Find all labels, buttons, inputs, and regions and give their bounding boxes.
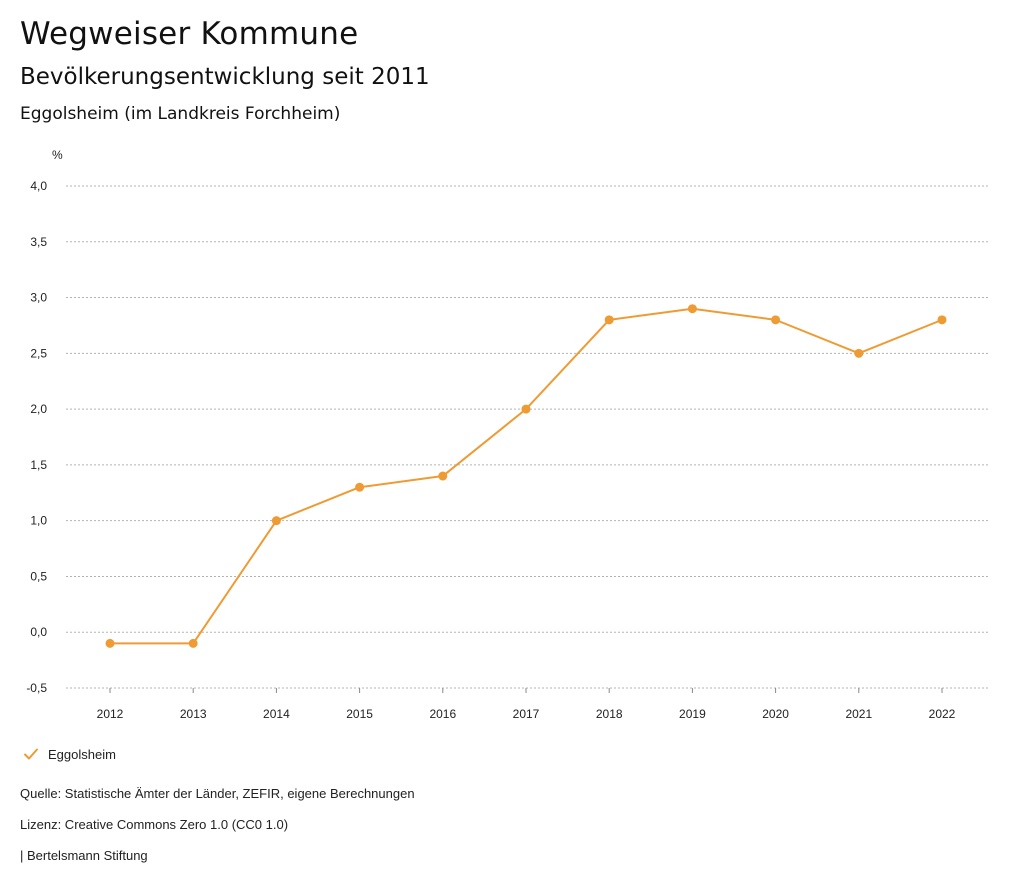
y-tick-label: 2,0 — [30, 402, 47, 416]
y-tick-label: 2,5 — [30, 346, 47, 360]
data-point[interactable] — [604, 315, 614, 325]
x-tick-label: 2021 — [845, 707, 872, 721]
data-point[interactable] — [521, 404, 531, 414]
series-line — [110, 307, 943, 645]
chart-subtitle: Bevölkerungsentwicklung seit 2011 — [20, 64, 430, 90]
x-tick-label: 2020 — [762, 707, 789, 721]
x-tick-label: 2017 — [513, 707, 540, 721]
x-tick-label: 2013 — [180, 707, 207, 721]
data-point[interactable] — [188, 638, 198, 648]
source-note: Quelle: Statistische Ämter der Länder, Z… — [20, 786, 415, 801]
y-tick-label: 1,0 — [30, 514, 47, 528]
license-note: Lizenz: Creative Commons Zero 1.0 (CC0 1… — [20, 817, 289, 832]
x-tick-label: 2019 — [679, 707, 706, 721]
y-tick-label: 4,0 — [30, 179, 47, 193]
y-tick-label: 0,5 — [30, 569, 47, 583]
legend-item-eggolsheim[interactable]: Eggolsheim — [22, 745, 116, 763]
x-tick-label: 2018 — [596, 707, 623, 721]
x-tick-label: 2014 — [263, 707, 290, 721]
gridlines — [66, 185, 990, 689]
data-point[interactable] — [687, 304, 697, 314]
data-point[interactable] — [438, 471, 448, 481]
publisher-note: | Bertelsmann Stiftung — [20, 848, 148, 863]
y-axis: -0,5 0,0 0,5 1,0 1,5 2,0 2,5 3,0 3,5 4,0 — [26, 179, 47, 695]
data-point[interactable] — [105, 638, 115, 648]
series-eggolsheim — [105, 304, 947, 648]
data-point[interactable] — [271, 516, 281, 526]
y-tick-label: 3,0 — [30, 291, 47, 305]
x-tick-label: 2015 — [346, 707, 373, 721]
y-unit-label: % — [52, 148, 63, 162]
region-name: Eggolsheim (im Landkreis Forchheim) — [20, 104, 341, 124]
y-tick-label: 0,0 — [30, 625, 47, 639]
data-point[interactable] — [854, 348, 864, 358]
page-title: Wegweiser Kommune — [20, 16, 359, 52]
y-tick-label: 3,5 — [30, 235, 47, 249]
data-point[interactable] — [771, 315, 781, 325]
x-axis: 2012 2013 2014 2015 2016 2017 2018 2019 2020 2021… — [97, 688, 956, 721]
x-tick-label: 2016 — [429, 707, 456, 721]
check-icon — [24, 748, 38, 760]
line-chart: % -0,50,00,51,01,52,02,53,03,54,0 2012 20… — [26, 148, 990, 721]
y-tick-label: -0,5 — [26, 681, 47, 695]
data-point[interactable] — [355, 482, 365, 492]
y-tick-label: 1,5 — [30, 458, 47, 472]
legend-label: Eggolsheim — [48, 746, 116, 762]
data-point[interactable] — [937, 315, 947, 325]
x-tick-label: 2022 — [929, 707, 956, 721]
x-tick-label: 2012 — [97, 707, 124, 721]
